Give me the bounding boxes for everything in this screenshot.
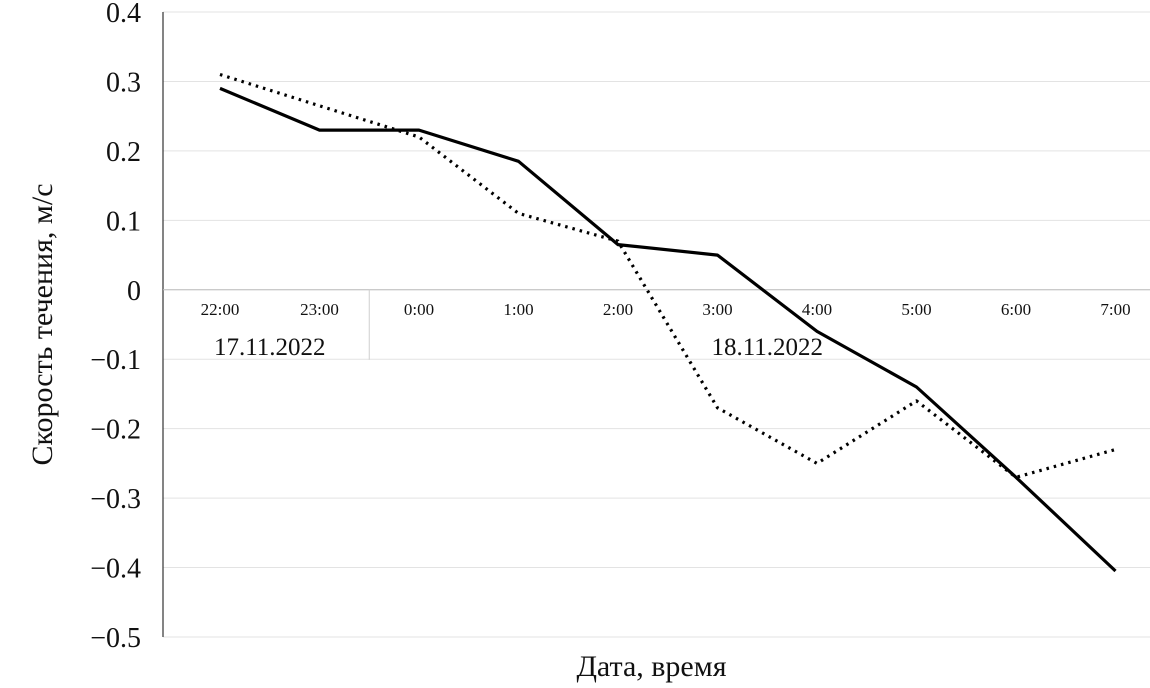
x-tick-labels: 22:00 23:00 0:00 1:00 2:00 3:00 4:00 5:00 6:00 7:…: [201, 300, 1131, 319]
x-tick-label: 5:00: [901, 300, 931, 319]
x-tick-label: 4:00: [802, 300, 832, 319]
series-line-solid: [219, 86, 1117, 573]
x-tick-label: 3:00: [702, 300, 732, 319]
x-tick-label: 2:00: [603, 300, 633, 319]
x-tick-label: 23:00: [300, 300, 339, 319]
y-tick-label: 0: [127, 276, 141, 307]
x-tick-label: 1:00: [503, 300, 533, 319]
y-axis-title: Скорость течения, м/с: [26, 183, 59, 465]
x-tick-label: 6:00: [1001, 300, 1031, 319]
date-group-label: 17.11.2022: [214, 334, 326, 361]
date-group-label: 18.11.2022: [711, 334, 823, 361]
y-tick-labels: 0.4 0.3 0.2 0.1 0 −0.1 −0.2 −0.3 −0.4 −0.5: [90, 0, 141, 654]
date-group-labels: 17.11.2022 18.11.2022: [214, 334, 823, 361]
y-tick-label: 0.4: [106, 0, 141, 29]
y-tick-label: −0.2: [90, 415, 141, 446]
y-tick-label: −0.4: [90, 554, 141, 585]
x-tick-label: 22:00: [201, 300, 240, 319]
y-tick-label: 0.3: [106, 67, 141, 98]
y-tick-label: −0.5: [90, 623, 141, 654]
x-tick-label: 7:00: [1100, 300, 1130, 319]
x-tick-label: 0:00: [404, 300, 434, 319]
series-lines: [219, 72, 1117, 573]
y-tick-label: 0.1: [106, 206, 141, 237]
series-line-dotted: [219, 72, 1116, 479]
gridlines: [163, 11, 1150, 638]
y-tick-label: 0.2: [106, 137, 141, 168]
y-tick-label: −0.1: [90, 345, 141, 376]
y-tick-label: −0.3: [90, 484, 141, 515]
x-axis-title: Дата, время: [576, 650, 726, 683]
